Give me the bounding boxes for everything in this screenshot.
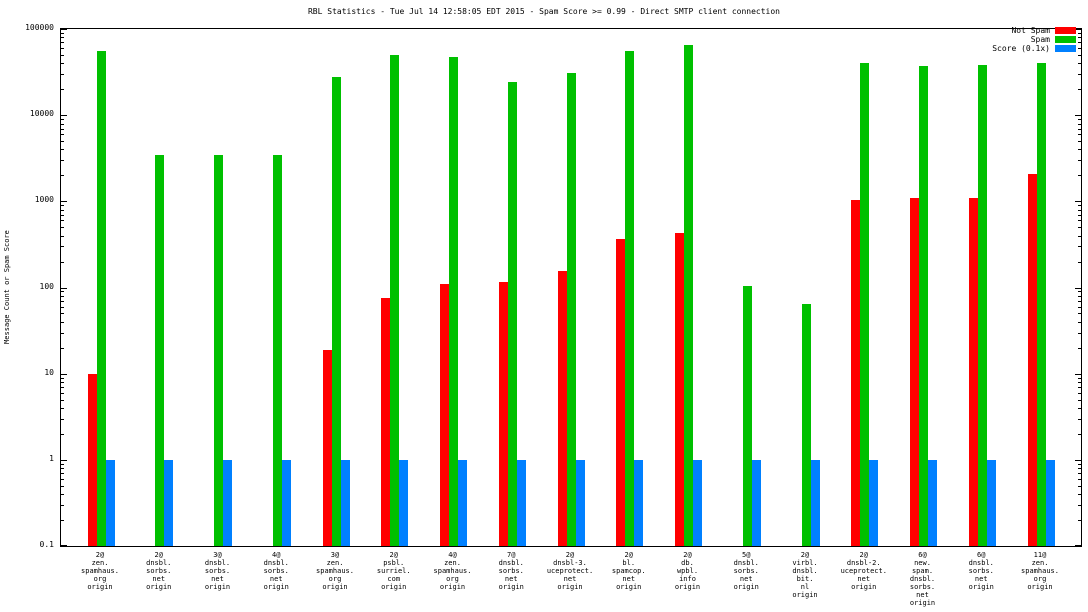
bar-score-0-1x-2 (223, 459, 232, 546)
legend-swatch-score (1055, 45, 1076, 52)
bar-spam-15 (977, 65, 987, 546)
x-tick-label: 6@ dnsbl. sorbs. net origin (968, 551, 994, 591)
x-tick-label: 2@ db. wpbl. info origin (674, 551, 701, 591)
bar-not-spam-6 (440, 283, 449, 546)
x-tick-label: 2@ dnsbl-3. uceprotect. net origin (546, 551, 594, 591)
bar-score-0-1x-1 (164, 459, 174, 546)
bar-spam-11 (742, 285, 752, 546)
bar-not-spam-0 (87, 373, 97, 546)
bar-spam-7 (507, 82, 517, 546)
bar-spam-3 (272, 154, 282, 546)
x-tick-label: 4@ zen. spamhaus. org origin (433, 551, 472, 591)
bar-score-0-1x-13 (869, 459, 879, 546)
bar-not-spam-14 (910, 197, 919, 546)
legend: Not Spam Spam Score (0.1x) (992, 26, 1076, 53)
y-tick-label: 100000 (25, 23, 54, 32)
legend-swatch-not-spam (1055, 27, 1076, 34)
bar-score-0-1x-15 (986, 459, 996, 546)
bar-spam-16 (1036, 63, 1046, 546)
bar-not-spam-16 (1027, 173, 1037, 546)
bar-not-spam-10 (675, 232, 684, 546)
x-tick-label: 5@ dnsbl. sorbs. net origin (733, 551, 759, 591)
plot-area (60, 28, 1082, 547)
y-tick-label: 1000 (34, 195, 54, 204)
legend-label-score: Score (0.1x) (992, 44, 1050, 53)
bar-score-0-1x-0 (105, 459, 115, 546)
bar-score-0-1x-9 (634, 459, 644, 546)
x-tick-label: 2@ virbl. dnsbl. bit. nl origin (792, 551, 818, 599)
legend-entry-score: Score (0.1x) (992, 44, 1076, 53)
bar-spam-12 (801, 303, 811, 546)
x-tick-label: 2@ psbl. surriel. com origin (376, 551, 411, 591)
bar-score-0-1x-14 (928, 459, 937, 546)
bar-score-0-1x-11 (751, 459, 761, 546)
bar-score-0-1x-12 (810, 459, 820, 546)
x-tick-label: 7@ dnsbl. sorbs. net origin (498, 551, 524, 591)
chart-title: RBL Statistics - Tue Jul 14 12:58:05 EDT… (307, 7, 780, 16)
bar-spam-10 (684, 45, 693, 546)
y-tick-label: 1 (49, 454, 54, 463)
bar-spam-6 (449, 56, 458, 546)
bar-score-0-1x-8 (575, 459, 585, 546)
bar-not-spam-4 (322, 349, 332, 546)
bar-score-0-1x-3 (281, 459, 291, 546)
bar-not-spam-7 (498, 282, 508, 546)
bar-score-0-1x-16 (1045, 459, 1055, 546)
x-tick-label: 6@ new. spam. dnsbl. sorbs. net origin (909, 551, 936, 607)
bar-score-0-1x-10 (693, 459, 702, 546)
x-tick-label: 3@ zen. spamhaus. org origin (316, 551, 354, 591)
x-tick-label: 2@ dnsbl-2. uceprotect. net origin (840, 551, 887, 591)
x-tick-label: 3@ dnsbl. sorbs. net origin (204, 551, 231, 591)
legend-label-not-spam: Not Spam (1011, 26, 1050, 35)
bar-score-0-1x-5 (399, 459, 409, 546)
bar-not-spam-15 (968, 197, 978, 546)
bar-spam-9 (625, 51, 635, 546)
bar-score-0-1x-7 (516, 459, 526, 546)
bar-score-0-1x-4 (340, 459, 350, 546)
y-tick-label: 100 (39, 282, 54, 291)
x-tick-label: 2@ dnsbl. sorbs. net origin (146, 551, 172, 591)
bar-spam-5 (390, 54, 400, 546)
legend-swatch-spam (1055, 36, 1076, 43)
y-tick-label: 10 (44, 368, 54, 377)
bar-spam-14 (919, 66, 928, 546)
bar-spam-2 (214, 154, 223, 546)
bar-not-spam-8 (557, 271, 567, 546)
bar-spam-1 (155, 154, 165, 546)
bar-spam-0 (96, 51, 106, 546)
legend-entry-not-spam: Not Spam (992, 26, 1076, 35)
bar-not-spam-9 (616, 238, 626, 546)
legend-label-spam: Spam (1030, 35, 1050, 44)
bar-score-0-1x-6 (458, 459, 467, 546)
bar-not-spam-13 (851, 199, 861, 546)
x-tick-label: 4@ dnsbl. sorbs. net origin (263, 551, 289, 591)
bar-spam-13 (860, 63, 870, 546)
x-tick-label: 2@ bl. spamcop. net origin (611, 551, 646, 591)
bar-spam-8 (566, 72, 576, 546)
bar-spam-4 (331, 76, 341, 546)
x-tick-label: 2@ zen. spamhaus. org origin (81, 551, 119, 591)
x-tick-label: 11@ zen. spamhaus. org origin (1021, 551, 1059, 591)
y-tick-label: 10000 (29, 109, 54, 118)
bar-not-spam-5 (381, 298, 391, 546)
legend-entry-spam: Spam (992, 35, 1076, 44)
y-tick-label: 0.1 (39, 540, 54, 549)
